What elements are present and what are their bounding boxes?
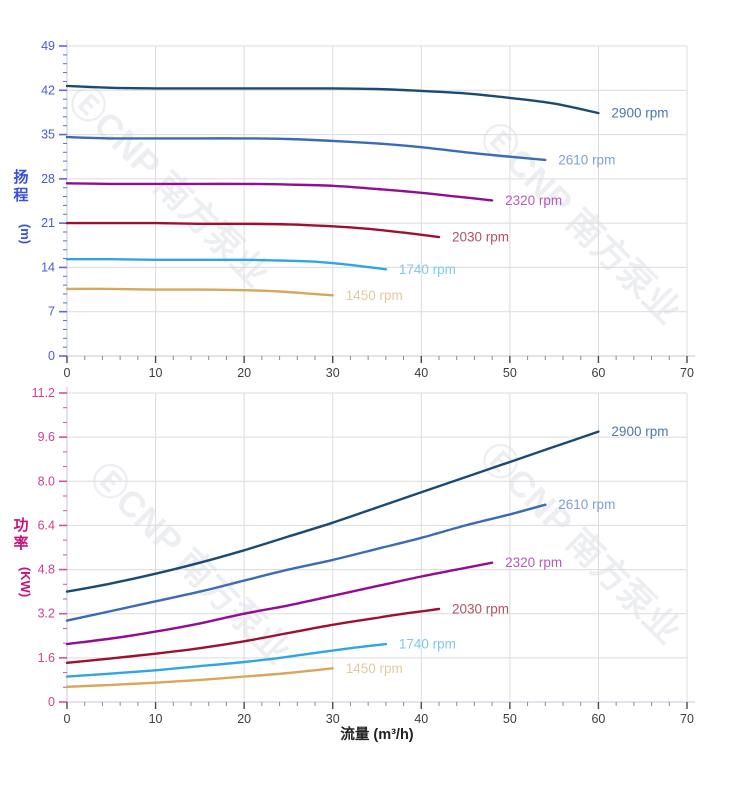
head-chart-label-1740-rpm: 1740 rpm bbox=[399, 262, 456, 277]
power-chart-label-2610-rpm: 2610 rpm bbox=[558, 497, 615, 512]
y-tick-label: 6.4 bbox=[38, 518, 55, 532]
power-chart-label-2320-rpm: 2320 rpm bbox=[505, 555, 562, 570]
head-chart-curve-2610-rpm[interactable] bbox=[65, 135, 547, 162]
head-axis-title-unit: (m) bbox=[18, 224, 33, 244]
head-chart-label-1450-rpm: 1450 rpm bbox=[346, 288, 403, 303]
head-chart-label-2610-rpm: 2610 rpm bbox=[558, 152, 615, 167]
power-chart-curve-2320-rpm[interactable] bbox=[65, 561, 494, 646]
y-tick-label: 0 bbox=[48, 349, 55, 363]
head-chart-curve-2900-rpm[interactable] bbox=[65, 84, 600, 115]
power-chart-label-2900-rpm: 2900 rpm bbox=[611, 424, 668, 439]
power-axis-title-char: 率 bbox=[13, 534, 28, 552]
x-tick-label: 30 bbox=[326, 366, 340, 380]
power-chart-label-2030-rpm: 2030 rpm bbox=[452, 602, 509, 617]
power-chart-curve-2900-rpm[interactable] bbox=[65, 430, 600, 593]
y-tick-label: 11.2 bbox=[32, 386, 55, 400]
y-tick-label: 35 bbox=[41, 128, 55, 142]
power-axis-title-char: 功 bbox=[13, 517, 28, 534]
power-axis-title: 功率 (KW) bbox=[13, 517, 33, 597]
y-tick-label: 8.0 bbox=[38, 474, 55, 488]
head-chart-curve-1450-rpm[interactable] bbox=[65, 287, 334, 297]
power-chart-curve-1450-rpm[interactable] bbox=[65, 667, 334, 688]
head-chart-curve-1740-rpm[interactable] bbox=[65, 257, 388, 271]
watermark-logo: ⒺCNP 南方泵业 bbox=[473, 435, 690, 652]
flow-axis-title: 流量 (m³/h) bbox=[340, 725, 413, 743]
y-tick-label: 7 bbox=[48, 305, 55, 319]
watermark-logo: ⒺCNP 南方泵业 bbox=[61, 78, 278, 295]
y-tick-label: 14 bbox=[41, 260, 55, 274]
power-chart-label-1740-rpm: 1740 rpm bbox=[399, 637, 456, 652]
head-axis-title-char: 扬 bbox=[13, 168, 28, 186]
x-tick-label: 10 bbox=[149, 366, 163, 380]
x-tick-label: 20 bbox=[237, 366, 251, 380]
power-chart-label-1450-rpm: 1450 rpm bbox=[346, 661, 403, 676]
x-tick-label: 30 bbox=[326, 712, 340, 726]
head-axis-title-char: 程 bbox=[13, 187, 28, 204]
y-tick-label: 4.8 bbox=[38, 563, 55, 577]
y-tick-label: 9.6 bbox=[38, 430, 55, 444]
x-tick-label: 40 bbox=[414, 366, 428, 380]
head-chart-label-2030-rpm: 2030 rpm bbox=[452, 230, 509, 245]
y-tick-label: 28 bbox=[41, 172, 55, 186]
y-tick-label: 1.6 bbox=[38, 651, 55, 665]
power-chart: 0 1.6 3.2 4.8 6.4 8.0 9.6 11.2 0 10 20 30 40 50 60 70 29… bbox=[32, 386, 695, 726]
x-tick-label: 0 bbox=[64, 366, 71, 380]
head-chart: 0 7 14 21 28 35 42 49 0 10 20 30 40 50 60 70 2900 rpm 261… bbox=[41, 39, 695, 380]
power-chart-curve-2030-rpm[interactable] bbox=[65, 607, 441, 664]
x-tick-label: 70 bbox=[680, 366, 694, 380]
y-tick-label: 49 bbox=[41, 39, 55, 53]
x-tick-label: 10 bbox=[149, 712, 163, 726]
x-tick-label: 40 bbox=[414, 712, 428, 726]
power-chart-curve-2610-rpm[interactable] bbox=[65, 503, 547, 622]
y-tick-label: 3.2 bbox=[38, 607, 55, 621]
x-tick-label: 60 bbox=[591, 712, 605, 726]
x-tick-label: 20 bbox=[237, 712, 251, 726]
x-tick-label: 60 bbox=[591, 366, 605, 380]
y-tick-label: 21 bbox=[41, 216, 55, 230]
y-tick-label: 42 bbox=[41, 83, 55, 97]
x-tick-label: 50 bbox=[503, 712, 517, 726]
y-tick-label: 0 bbox=[48, 695, 55, 709]
head-chart-label-2900-rpm: 2900 rpm bbox=[611, 106, 668, 121]
x-tick-label: 70 bbox=[680, 712, 694, 726]
power-chart-curve-1740-rpm[interactable] bbox=[65, 642, 388, 678]
power-axis-title-unit: (KW) bbox=[18, 567, 33, 597]
x-tick-label: 50 bbox=[503, 366, 517, 380]
head-chart-curve-2320-rpm[interactable] bbox=[65, 182, 494, 202]
head-axis-title: 扬程 (m) bbox=[13, 168, 33, 244]
x-tick-label: 0 bbox=[64, 712, 71, 726]
head-chart-curve-2030-rpm[interactable] bbox=[65, 221, 441, 239]
head-chart-label-2320-rpm: 2320 rpm bbox=[505, 193, 562, 208]
